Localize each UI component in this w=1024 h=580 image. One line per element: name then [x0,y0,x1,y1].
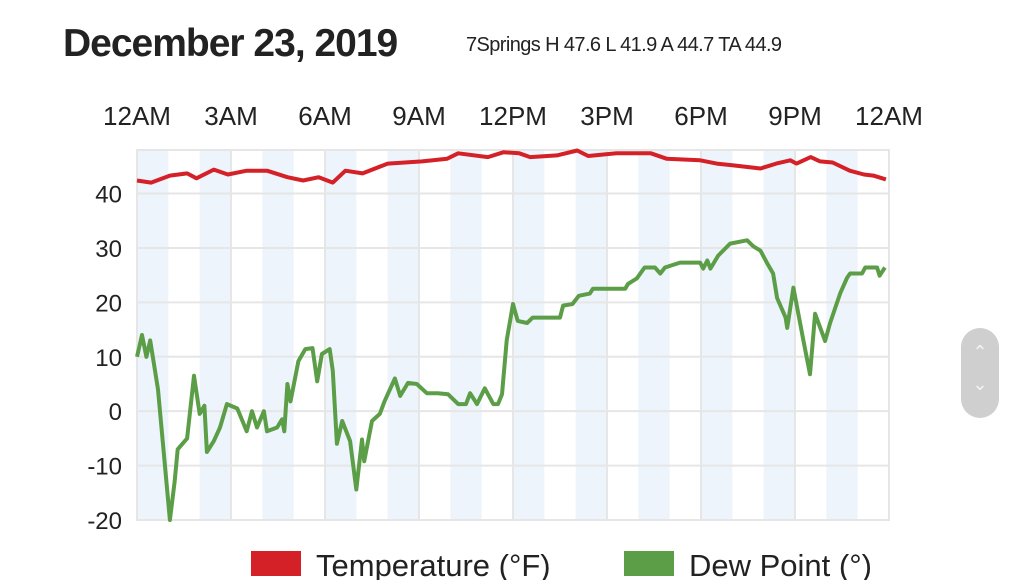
legend-label: Dew Point (°) [689,548,872,580]
x-axis-labels: 12AM 3AM 6AM 9AM 12PM 3PM 6PM 9PM 12AM [103,101,923,131]
x-tick-label: 12AM [855,101,923,131]
hour-band [638,150,670,520]
hour-band [575,150,607,520]
hour-band [826,150,858,520]
scroll-control[interactable]: ⌃ ⌄ [961,328,999,418]
series-line-dew-point [135,238,887,522]
y-tick-label: 20 [95,290,122,317]
legend-swatch-1 [624,551,674,576]
x-tick-label: 12PM [479,101,547,131]
x-tick-label: 3PM [580,101,633,131]
chevron-down-icon[interactable]: ⌄ [972,374,988,395]
hour-band [387,150,419,520]
hour-band [262,150,294,520]
hour-band [763,150,795,520]
legend-label: Temperature (°F) [316,548,551,580]
grid-lines [136,149,890,521]
hour-band [199,150,231,520]
page-title: December 23, 2019 [63,22,398,65]
x-tick-label: 6PM [674,101,727,131]
y-tick-label: -20 [87,508,122,535]
legend: Temperature (°F) Dew Point (°) [251,548,872,580]
y-tick-label: 0 [109,399,122,426]
hour-band [513,150,545,520]
series-lines [135,148,887,522]
y-tick-label: 40 [95,182,122,209]
hour-band [701,150,733,520]
hour-band [450,150,482,520]
x-tick-label: 9AM [392,101,445,131]
legend-swatch-0 [251,551,301,576]
x-tick-label: 6AM [298,101,351,131]
y-tick-label: 30 [95,236,122,263]
chevron-up-icon[interactable]: ⌃ [972,342,988,363]
y-axis-labels: 40 30 20 10 0 -10 -20 [87,182,122,535]
station-summary: 7Springs H 47.6 L 41.9 A 44.7 TA 44.9 [466,34,782,56]
plot-border [136,149,890,521]
x-tick-label: 3AM [204,101,257,131]
x-tick-label: 12AM [103,101,171,131]
series-line-temperature [136,148,887,185]
x-tick-label: 9PM [768,101,821,131]
hour-bands [137,150,858,520]
y-tick-label: 10 [95,345,122,372]
y-tick-label: -10 [87,454,122,481]
